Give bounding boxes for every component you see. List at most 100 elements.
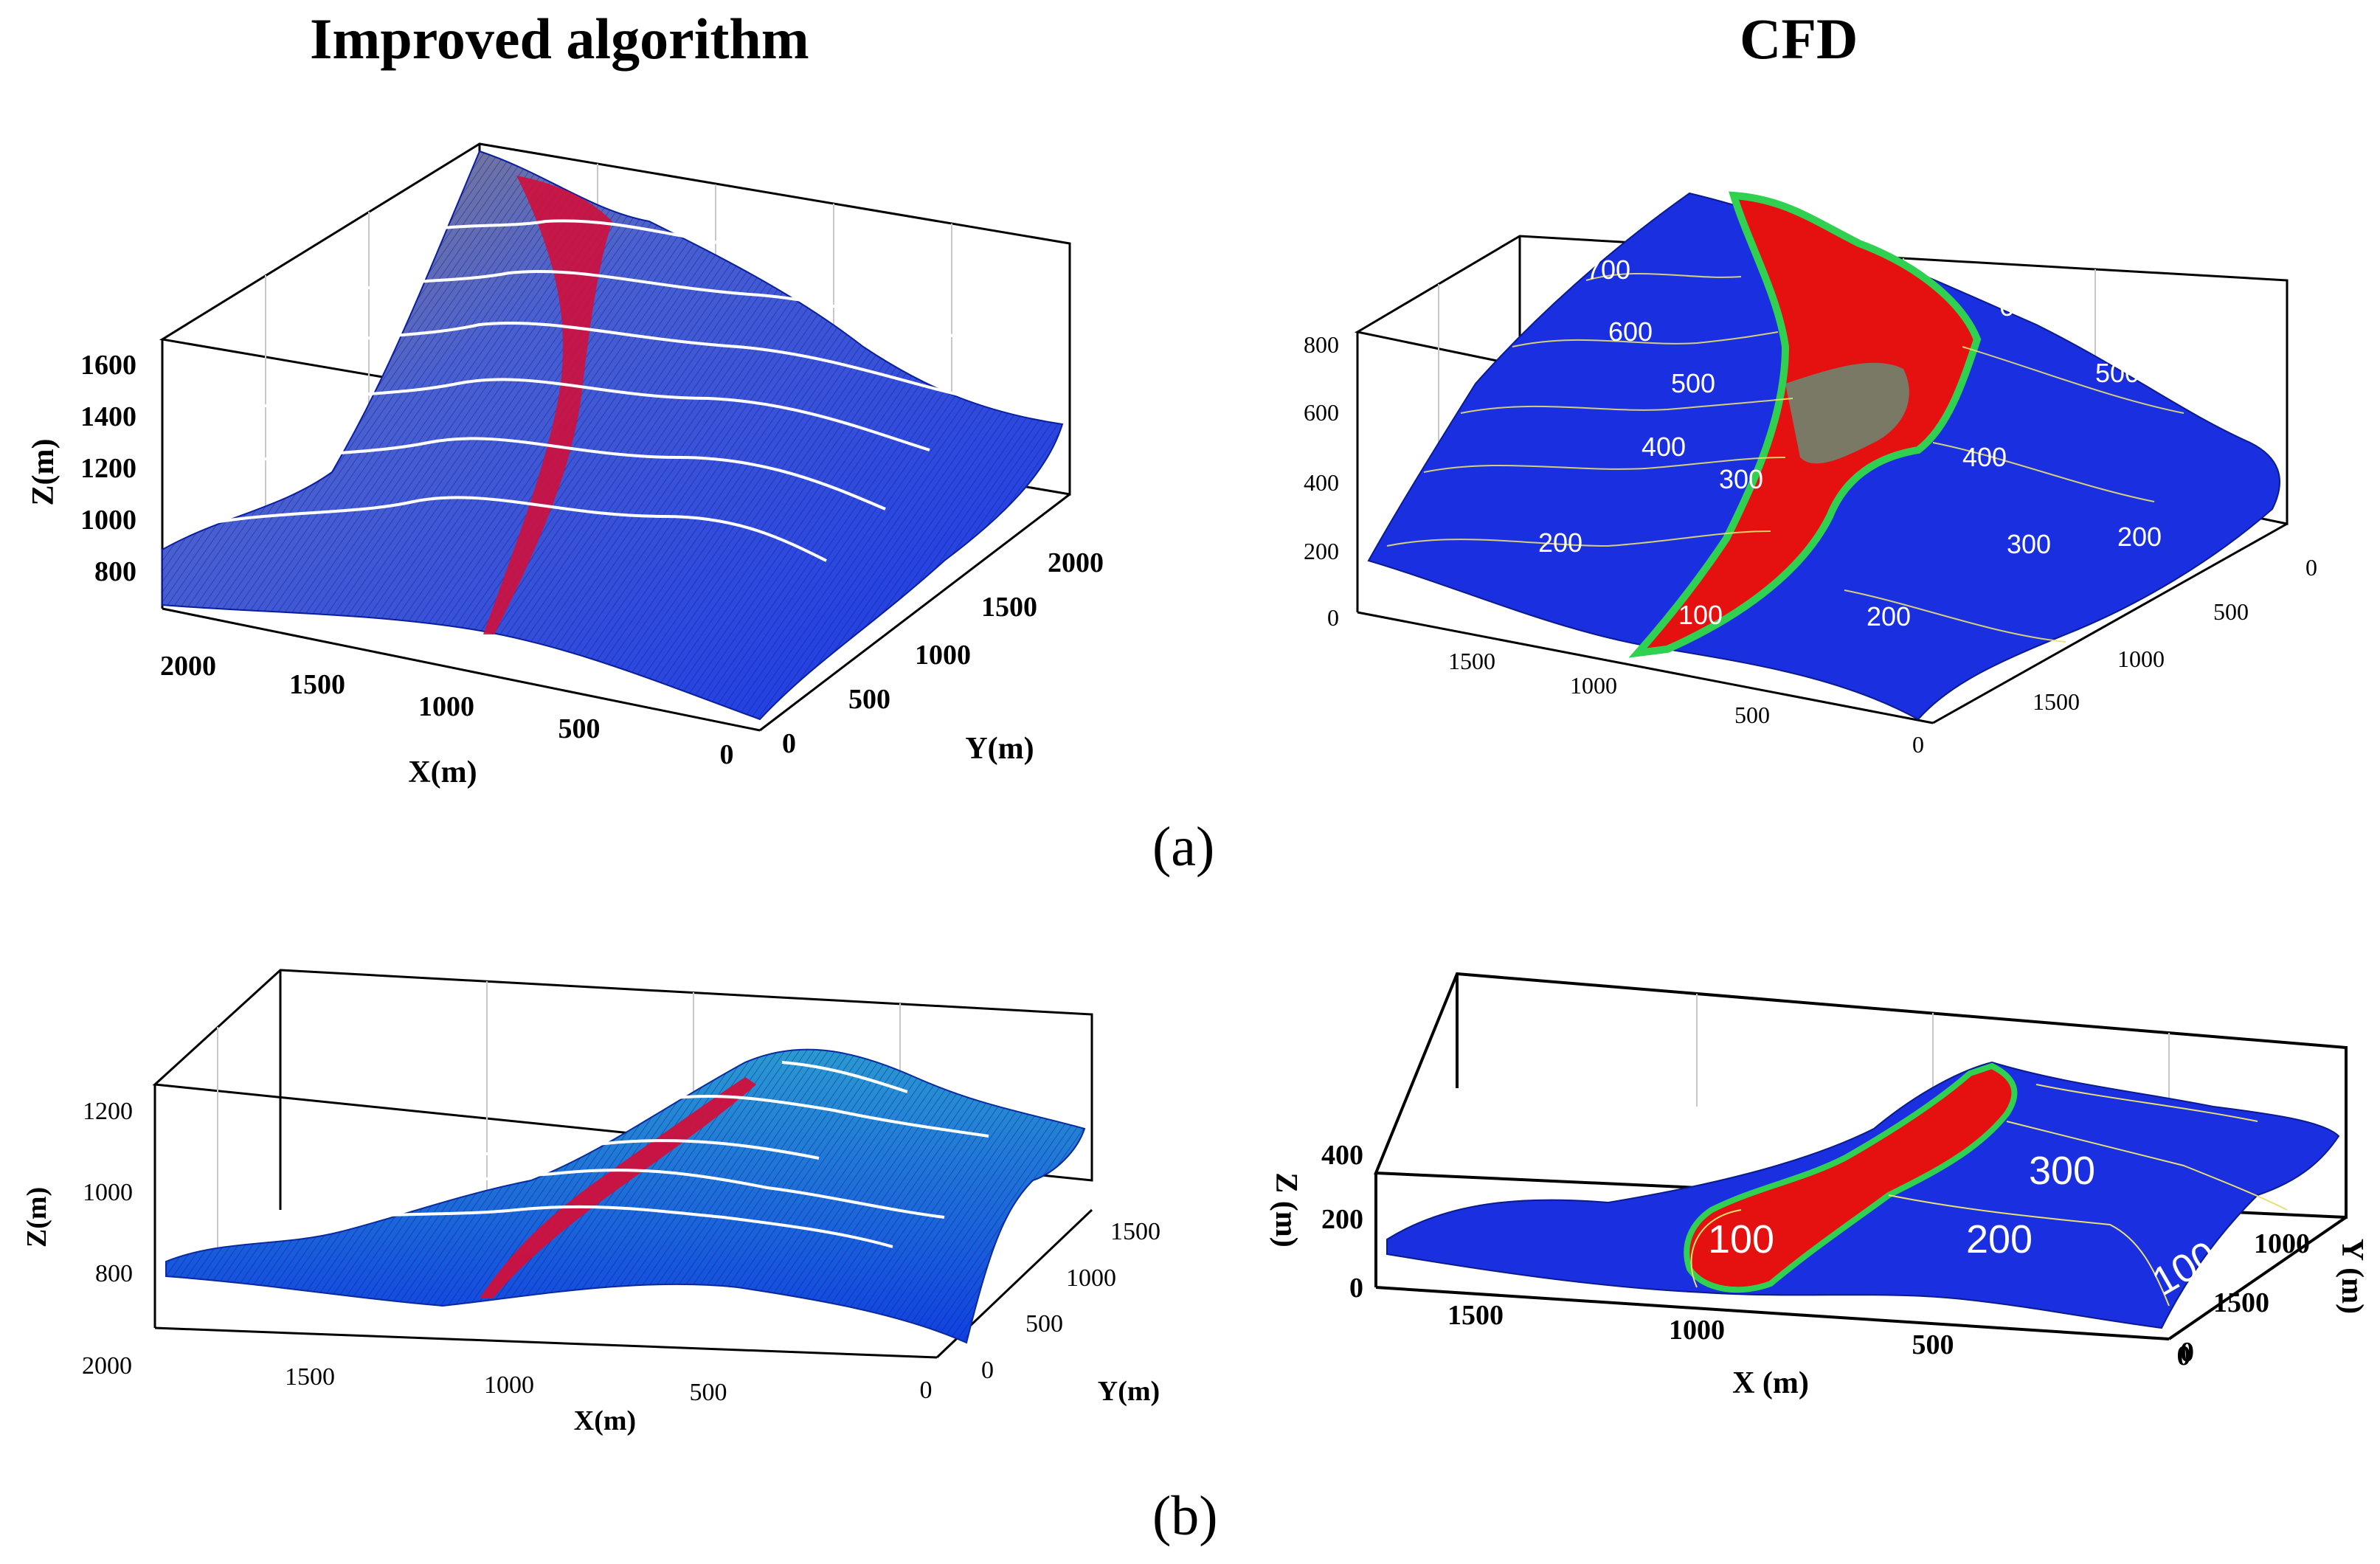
- contour-label: 600: [1999, 291, 2044, 322]
- z-tick: 400: [1304, 469, 1339, 496]
- x-tick: 1500: [289, 669, 345, 700]
- z-tick-labels: 800 1000 1200: [83, 1098, 133, 1287]
- contour-label: 400: [1642, 432, 1686, 462]
- z-tick: 0: [1327, 604, 1339, 631]
- y-tick: 500: [2213, 598, 2249, 625]
- x-tick: 1500: [285, 1363, 335, 1391]
- x-tick: 0: [1912, 731, 1924, 758]
- z-tick: 1400: [80, 401, 136, 432]
- contour-label: 200: [1538, 527, 1582, 558]
- y-tick: 1500: [2033, 688, 2080, 715]
- z-tick: 800: [95, 1260, 133, 1287]
- z-tick: 0: [1349, 1273, 1363, 1304]
- y-tick-labels: 0 500 1000 1500: [981, 1218, 1160, 1384]
- contour-label: 200: [2117, 522, 2162, 552]
- z-tick: 1600: [80, 350, 136, 381]
- z-tick: 800: [94, 556, 136, 587]
- y-tick: 0: [2305, 554, 2317, 581]
- y-tick: 0: [782, 728, 796, 759]
- y-tick: 1000: [915, 640, 971, 671]
- x-tick: 500: [1912, 1329, 1954, 1360]
- contour-label: 700: [1586, 255, 1630, 285]
- contour-label: 300: [2007, 529, 2051, 559]
- z-tick: 1000: [80, 505, 136, 536]
- y-axis-label: Y (m): [2335, 1239, 2369, 1314]
- x-tick: 0: [920, 1377, 933, 1404]
- x-tick: 1000: [1669, 1315, 1725, 1346]
- z-tick: 1000: [83, 1179, 133, 1206]
- y-tick: 1500: [2213, 1287, 2269, 1318]
- contour-label: 600: [1608, 316, 1653, 347]
- x-tick: 1000: [418, 691, 474, 722]
- y-tick: 1500: [1110, 1218, 1160, 1245]
- x-tick: 500: [1734, 702, 1770, 728]
- z-tick-labels: 0 200 400 600 800: [1304, 331, 1339, 631]
- x-tick: 0: [2177, 1340, 2191, 1371]
- y-tick-labels: 0 500 1000 1500: [2033, 554, 2317, 715]
- x-axis-label: X (m): [1732, 1366, 1809, 1400]
- x-tick: 1000: [484, 1371, 534, 1399]
- contour-labels: 700 600 500 400 300 200 100 600 500 400 …: [1538, 255, 2162, 674]
- y-axis-label: Y(m): [1098, 1376, 1160, 1407]
- contour-lines: [294, 1061, 989, 1248]
- z-tick: 1200: [83, 1098, 133, 1125]
- contour-label: 100: [1678, 600, 1723, 630]
- x-tick-labels: 2000 1500 1000 500 0: [82, 1352, 933, 1406]
- x-tick: 500: [558, 713, 601, 744]
- z-axis-label: Z (m): [1269, 1172, 1303, 1247]
- contour-lines: [1386, 272, 2184, 643]
- x-tick-labels: 1500 1000 500 0: [1447, 1300, 2191, 1371]
- z-axis-label: Z(m): [21, 1187, 52, 1248]
- y-tick: 1000: [1066, 1264, 1116, 1292]
- title-cfd: CFD: [1740, 7, 1858, 71]
- contour-label: 200: [1867, 601, 1911, 632]
- x-tick: 2000: [160, 651, 216, 682]
- z-tick: 1200: [80, 453, 136, 484]
- y-tick-labels: 1000 1500 0: [2180, 1228, 2310, 1368]
- x-tick-labels: 2000 1500 1000 500 0: [160, 651, 734, 770]
- x-axis-label: X(m): [574, 1405, 636, 1436]
- caption-b: (b): [1152, 1485, 1218, 1547]
- panel-a-cfd: 700 600 500 400 300 200 100 600 500 400 …: [1304, 191, 2317, 758]
- flow-path: [1684, 1062, 2018, 1293]
- y-tick-labels: 0 500 1000 1500 2000: [782, 547, 1104, 759]
- contour-label: 300: [2029, 1149, 2095, 1193]
- z-tick-labels: 800 1000 1200 1400 1600: [80, 350, 136, 587]
- y-tick: 500: [1025, 1310, 1063, 1338]
- y-tick: 1500: [981, 592, 1037, 623]
- z-axis-label: Z(m): [27, 439, 60, 506]
- contour-label: 100: [2080, 644, 2125, 674]
- z-tick: 600: [1304, 399, 1339, 426]
- contour-label: 300: [1719, 464, 1763, 494]
- flow-path: [480, 1077, 756, 1298]
- x-tick: 500: [690, 1379, 727, 1406]
- flow-path: [483, 176, 612, 634]
- x-tick: 1000: [1570, 672, 1617, 699]
- y-tick: 1000: [2117, 646, 2165, 672]
- y-axis-label: Y(m): [965, 732, 1034, 766]
- y-tick: 2000: [1048, 547, 1104, 578]
- panel-b-improved: 2000 1500 1000 500 0 0 500 1000 1500 800…: [21, 969, 1160, 1436]
- x-tick: 0: [720, 739, 734, 770]
- caption-a: (a): [1152, 816, 1215, 878]
- panel-b-cfd: 100 200 300 100 1500 1000 500 0 1000 150…: [1269, 972, 2369, 1400]
- contour-label: 100: [1708, 1217, 1774, 1262]
- z-tick: 200: [1321, 1204, 1363, 1235]
- contour-label: 400: [1962, 442, 2007, 472]
- y-tick: 0: [981, 1357, 994, 1384]
- z-tick-labels: 0 200 400: [1321, 1140, 1363, 1304]
- y-tick: 500: [848, 684, 890, 715]
- y-tick: 1000: [2254, 1228, 2310, 1259]
- z-tick: 800: [1304, 331, 1339, 358]
- contour-lines: [169, 219, 1004, 562]
- y-tick: 0: [2180, 1337, 2194, 1368]
- x-tick: 1500: [1447, 1300, 1504, 1331]
- panel-a-improved: 2000 1500 1000 500 0 0 500 1000 1500 200…: [27, 142, 1104, 789]
- contour-label: 500: [2095, 358, 2139, 388]
- x-tick-labels: 1500 1000 500 0: [1448, 648, 1924, 758]
- contour-lines: [1690, 1084, 2288, 1307]
- contour-label: 200: [1966, 1217, 2033, 1262]
- contour-label: 500: [1671, 368, 1715, 398]
- title-improved-algorithm: Improved algorithm: [310, 7, 809, 71]
